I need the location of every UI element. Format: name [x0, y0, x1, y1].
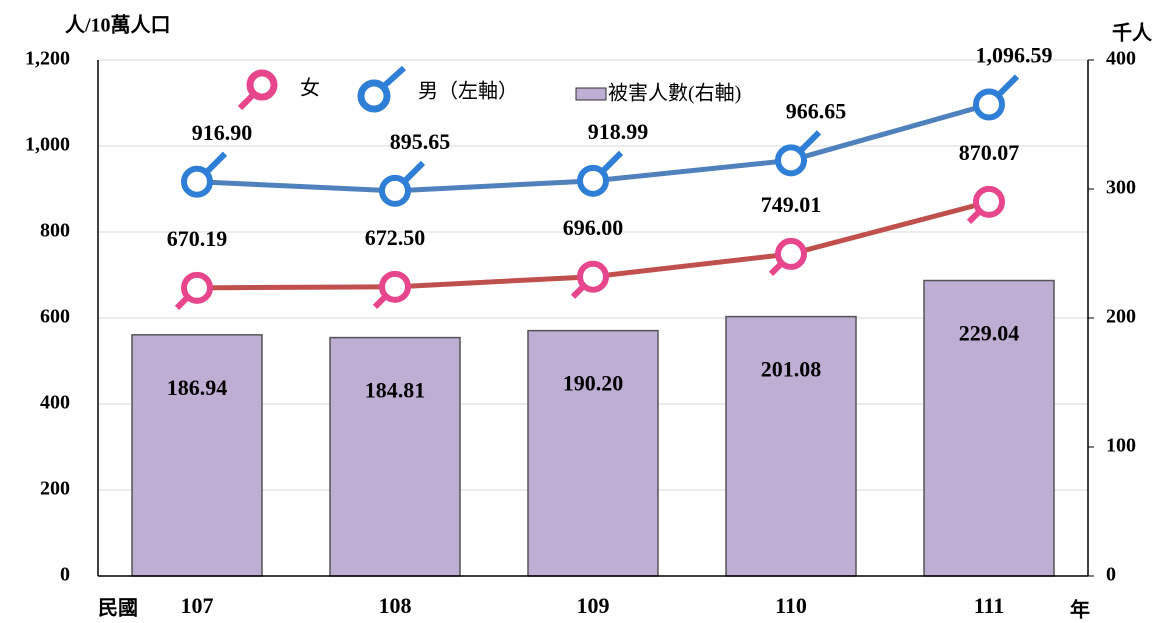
- marker-ring: [181, 271, 213, 304]
- bar-value-label: 229.04: [959, 321, 1020, 346]
- y-axis-title: 人/10萬人口: [65, 14, 171, 37]
- y-tick-label: 800: [40, 220, 70, 242]
- marker-arrow: [995, 74, 1020, 98]
- marker-cross: [372, 293, 389, 309]
- marker: [570, 260, 609, 299]
- legend-label: 男（左軸）: [418, 80, 518, 103]
- x-tick-label: 107: [181, 593, 214, 618]
- marker: [379, 160, 426, 207]
- y-tick-label: 1,000: [25, 134, 70, 156]
- x-tick-label: 110: [775, 593, 807, 618]
- marker: [577, 150, 624, 197]
- y-tick-label: 200: [40, 478, 70, 500]
- marker-ring: [775, 144, 807, 177]
- legend-icon-male: [357, 79, 391, 113]
- marker-arrow: [599, 150, 624, 174]
- line-value-label: 670.19: [167, 226, 228, 251]
- bar: [131, 334, 263, 577]
- marker-ring: [973, 88, 1005, 121]
- marker-arrow: [797, 130, 822, 154]
- legend-icon-male: [381, 65, 407, 89]
- marker-ring: [181, 165, 213, 198]
- marker: [372, 270, 411, 309]
- marker-arrow: [203, 151, 228, 175]
- x-tick-label: 108: [379, 593, 412, 618]
- marker-ring: [577, 260, 609, 293]
- bar: [923, 279, 1055, 577]
- marker: [775, 130, 822, 177]
- marker-cross: [768, 260, 785, 277]
- bar: [725, 315, 857, 577]
- marker-ring: [379, 270, 411, 303]
- bar: [329, 336, 461, 577]
- marker-ring: [973, 185, 1005, 218]
- legend-swatch: [575, 87, 607, 101]
- x-prefix: 民國: [98, 598, 138, 620]
- y2-axis-title: 千人: [1112, 22, 1153, 45]
- line-value-label: 672.50: [365, 225, 426, 250]
- marker: [768, 237, 807, 277]
- legend-icon-female: [237, 92, 256, 111]
- legend-label: 被害人數(右軸): [608, 82, 741, 105]
- legend-icon-female: [246, 69, 278, 101]
- line-value-label: 895.65: [390, 129, 451, 154]
- x-tick-label: 111: [974, 593, 1005, 618]
- legend-label: 女: [300, 77, 320, 100]
- line-value-label: 1,096.59: [976, 43, 1053, 68]
- marker: [973, 74, 1020, 121]
- marker: [174, 271, 213, 310]
- y-tick-label: 1,200: [25, 48, 70, 70]
- line-value-label: 696.00: [563, 215, 624, 240]
- bar-value-label: 190.20: [563, 371, 624, 396]
- bar: [527, 329, 659, 577]
- line-value-label: 916.90: [192, 120, 253, 145]
- line-value-label: 749.01: [761, 192, 822, 217]
- marker-ring: [775, 237, 807, 270]
- bar-value-label: 186.94: [167, 375, 228, 400]
- marker-cross: [174, 294, 191, 310]
- y2-tick-label: 300: [1106, 177, 1136, 199]
- marker: [181, 151, 228, 198]
- x-suffix: 年: [1070, 598, 1090, 622]
- y-tick-label: 0: [60, 564, 70, 586]
- marker-cross: [570, 283, 587, 299]
- y-tick-label: 600: [40, 306, 70, 328]
- marker-ring: [379, 174, 411, 207]
- y-tick-label: 400: [40, 392, 70, 414]
- marker-arrow: [401, 160, 426, 184]
- marker: [966, 185, 1005, 224]
- bar-value-label: 201.08: [761, 357, 822, 382]
- x-tick-label: 109: [577, 593, 610, 618]
- marker-ring: [577, 164, 609, 197]
- line-value-label: 966.65: [786, 98, 847, 123]
- line-value-label: 918.99: [588, 119, 649, 144]
- y2-tick-label: 400: [1106, 48, 1136, 70]
- y2-tick-label: 200: [1106, 306, 1136, 328]
- marker-cross: [966, 208, 983, 224]
- line-value-label: 870.07: [959, 140, 1020, 165]
- legend: 女 男（左軸） 被害人數(右軸): [237, 65, 741, 113]
- y2-tick-label: 0: [1106, 564, 1116, 586]
- bar-value-label: 184.81: [365, 378, 426, 403]
- y2-tick-label: 100: [1106, 435, 1136, 457]
